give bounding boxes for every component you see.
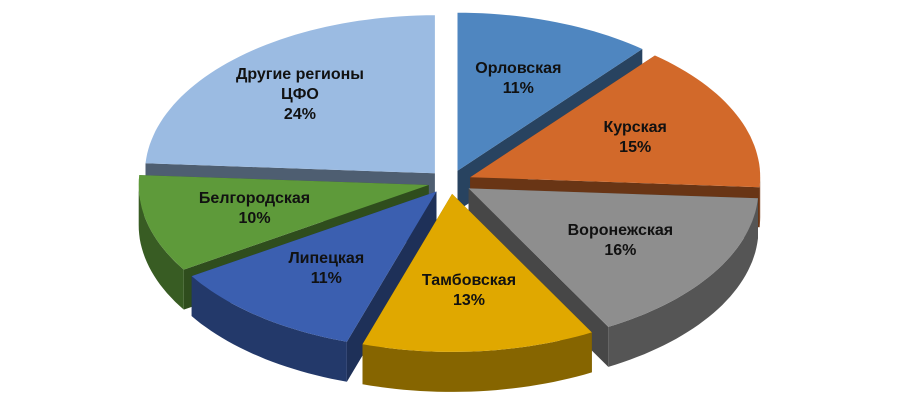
value-label: 11% bbox=[310, 269, 342, 287]
slice-top bbox=[468, 188, 758, 327]
data-label: Орловская 11% bbox=[433, 59, 603, 99]
slice-top bbox=[457, 12, 643, 171]
slice-wall bbox=[608, 198, 758, 367]
slice-top bbox=[362, 193, 592, 352]
data-label: Белгородская 10% bbox=[170, 189, 340, 229]
data-label: Липецкая 11% bbox=[241, 249, 411, 289]
data-label: Воронежская 16% bbox=[535, 221, 705, 261]
data-label: Тамбовская 13% bbox=[384, 271, 554, 311]
value-label: 15% bbox=[619, 139, 652, 157]
value-label: 13% bbox=[452, 292, 485, 310]
value-label: 10% bbox=[238, 210, 271, 228]
slice-wall bbox=[759, 177, 761, 228]
category-label: Белгородская bbox=[198, 190, 311, 208]
data-label: Курская 15% bbox=[550, 118, 720, 158]
value-label: 16% bbox=[604, 241, 637, 259]
slice-top bbox=[138, 175, 429, 270]
category-label: Липецкая bbox=[288, 249, 365, 267]
category-label: Тамбовская bbox=[421, 272, 517, 290]
category-label: Воронежская bbox=[567, 221, 674, 239]
slice-top bbox=[470, 55, 761, 188]
category-label: Другие регионы ЦФО bbox=[235, 65, 364, 103]
slice-wall bbox=[138, 185, 184, 310]
slice-top bbox=[191, 191, 437, 342]
value-label: 24% bbox=[283, 105, 316, 123]
category-label: Орловская bbox=[475, 59, 562, 77]
slice-wall bbox=[362, 332, 592, 392]
slice bbox=[362, 193, 592, 392]
slice-top bbox=[145, 15, 435, 174]
data-label: Другие регионы ЦФО 24% bbox=[215, 65, 385, 125]
category-label: Курская bbox=[603, 119, 667, 137]
slice-wall bbox=[191, 276, 347, 382]
value-label: 11% bbox=[502, 79, 534, 97]
